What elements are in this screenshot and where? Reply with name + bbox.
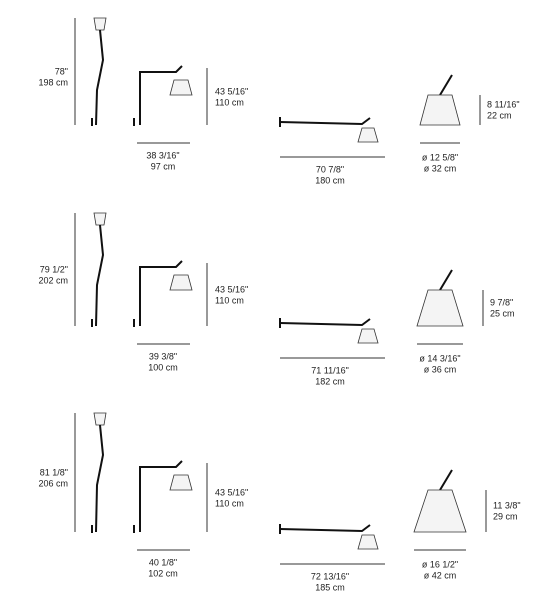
shade-stem [439,469,453,491]
span-arm [279,524,371,533]
dimension-imperial: ø 16 1/2" [422,559,458,569]
span-shade [357,534,379,550]
dimension-imperial: 43 5/16" [215,284,248,294]
dimension-imperial: 78" [55,66,68,76]
dimension-metric: 25 cm [490,308,515,318]
dimension-imperial: ø 12 5/8" [422,152,458,162]
dimension-imperial: 81 1/8" [40,467,68,477]
floor-pole [95,29,105,126]
dimension-imperial: 43 5/16" [215,86,248,96]
dimension-metric: 198 cm [38,77,68,87]
wall-arm [139,460,183,532]
dimension-metric: 182 cm [315,376,345,386]
dimension-metric: ø 36 cm [424,364,457,374]
dimension-imperial: 79 1/2" [40,264,68,274]
dimension-metric: ø 42 cm [424,570,457,580]
wall-arm [139,260,183,326]
shade-stem [439,269,453,291]
wall-shade [169,79,193,96]
dimension-metric: ø 32 cm [424,163,457,173]
dimension-metric: 206 cm [38,478,68,488]
dimension-metric: 110 cm [215,295,244,305]
dimension-metric: 180 cm [315,175,345,185]
span-arm [279,318,371,327]
dimension-metric: 185 cm [315,582,345,592]
dimension-imperial: 43 5/16" [215,487,248,497]
span-shade [357,127,379,143]
dimension-imperial: 39 3/8" [149,351,177,361]
dimension-imperial: 38 3/16" [146,150,179,160]
detail-shade [419,94,461,126]
dimension-metric: 22 cm [487,110,512,120]
wall-arm [139,65,183,125]
dimension-imperial: 71 11/16" [311,365,349,375]
lamp-row: 79 1/2"202 cm 43 5/16"110 cm 39 3/8"100 cm… [38,212,515,386]
span-arm [279,117,371,126]
lamp-row: 78"198 cm 43 5/16"110 cm 38 3/16"97 cm 70 7… [38,17,520,185]
dimension-imperial: 11 3/8" [493,500,521,510]
dimension-metric: 29 cm [493,511,518,521]
dimension-imperial: 9 7/8" [490,297,513,307]
floor-shade [93,412,107,426]
dimension-imperial: 72 13/16" [311,571,349,581]
wall-shade [169,274,193,291]
lamp-row: 81 1/8"206 cm 43 5/16"110 cm 40 1/8"102 cm… [38,412,521,592]
span-shade [357,328,379,344]
dimension-metric: 202 cm [38,275,68,285]
shade-stem [439,74,453,96]
wall-shade [169,474,193,491]
dimension-metric: 110 cm [215,498,244,508]
dimension-imperial: 70 7/8" [316,164,344,174]
dimension-metric: 100 cm [148,362,178,372]
dimension-metric: 102 cm [148,568,178,578]
dimension-imperial: ø 14 3/16" [419,353,460,363]
dimension-metric: 110 cm [215,97,244,107]
dimension-imperial: 8 11/16" [487,99,520,109]
detail-shade [413,489,467,533]
dimension-metric: 97 cm [151,161,176,171]
floor-shade [93,212,107,226]
dimension-imperial: 40 1/8" [149,557,177,567]
floor-pole [95,224,105,327]
floor-pole [95,424,105,533]
floor-shade [93,17,107,31]
detail-shade [416,289,464,327]
